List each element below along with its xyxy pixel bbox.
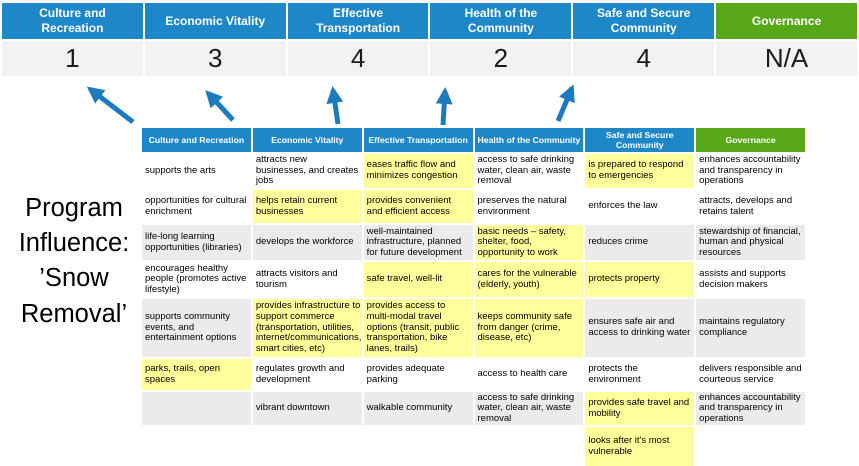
score-arrows bbox=[86, 84, 575, 126]
matrix-header-cell: Governance bbox=[696, 128, 805, 152]
priority-header-cell: Health of the Community bbox=[430, 3, 572, 39]
matrix-cell: enhances accountability and transparency… bbox=[696, 154, 805, 188]
matrix-cell: vibrant downtown bbox=[252, 392, 362, 425]
matrix-cell bbox=[363, 427, 473, 466]
matrix-cell bbox=[142, 427, 251, 466]
matrix-header-cell: Economic Vitality bbox=[252, 128, 362, 152]
matrix-cell: looks after it's most vulnerable bbox=[585, 427, 695, 466]
matrix-cell: provides access to multi-modal travel op… bbox=[363, 299, 473, 357]
matrix-cell: attracts new businesses, and creates job… bbox=[252, 154, 362, 188]
matrix-cell: stewardship of financial, human and phys… bbox=[696, 225, 805, 260]
matrix-header-cell: Culture and Recreation bbox=[142, 128, 251, 152]
matrix-cell: well-maintained infrastructure, planned … bbox=[363, 225, 473, 260]
priority-header-cell: Economic Vitality bbox=[144, 3, 286, 39]
matrix-cell: delivers responsible and courteous servi… bbox=[696, 359, 805, 390]
matrix-cell: ensures safe air and access to drinking … bbox=[585, 299, 695, 357]
up-arrow-icon bbox=[205, 90, 235, 122]
matrix-cell: provides safe travel and mobility bbox=[585, 392, 695, 425]
priority-score-cell: 2 bbox=[430, 41, 572, 76]
matrix-header-cell: Safe and Secure Community bbox=[585, 128, 695, 152]
matrix-cell: helps retain current businesses bbox=[252, 190, 362, 223]
matrix-cell: attracts visitors and tourism bbox=[252, 262, 362, 297]
matrix-cell: supports the arts bbox=[142, 154, 251, 188]
matrix-cell bbox=[252, 427, 362, 466]
matrix-cell: is prepared to respond to emergencies bbox=[585, 154, 695, 188]
up-arrow-icon bbox=[326, 86, 344, 125]
priority-header-cell: Effective Transportation bbox=[287, 3, 429, 39]
matrix-cell: walkable community bbox=[363, 392, 473, 425]
matrix-cell: enforces the law bbox=[585, 190, 695, 223]
matrix-cell: access to health care bbox=[474, 359, 584, 390]
up-arrow-icon bbox=[86, 86, 135, 124]
matrix-cell: encourages healthy people (promotes acti… bbox=[142, 262, 251, 297]
matrix-cell: attracts, develops and retains talent bbox=[696, 190, 805, 223]
priority-header-cell: Safe and Secure Community bbox=[573, 3, 715, 39]
priority-score-cell: 4 bbox=[573, 41, 715, 76]
matrix-cell: provides adequate parking bbox=[363, 359, 473, 390]
matrix-cell bbox=[474, 427, 584, 466]
matrix-cell: assists and supports decision makers bbox=[696, 262, 805, 297]
matrix-cell bbox=[142, 392, 251, 425]
matrix-cell: supports community events, and entertain… bbox=[142, 299, 251, 357]
up-arrow-icon bbox=[555, 84, 575, 122]
influence-matrix: Culture and Recreation Economic Vitality E… bbox=[142, 128, 805, 466]
priority-score-cell: N/A bbox=[716, 41, 857, 76]
priority-score-cell: 3 bbox=[144, 41, 286, 76]
matrix-cell: preserves the natural environment bbox=[474, 190, 584, 223]
matrix-cell: maintains regulatory compliance bbox=[696, 299, 805, 357]
matrix-cell: develops the workforce bbox=[252, 225, 362, 260]
matrix-cell: basic needs – safety, shelter, food, opp… bbox=[474, 225, 584, 260]
matrix-cell: reduces crime bbox=[585, 225, 695, 260]
matrix-cell: parks, trails, open spaces bbox=[142, 359, 251, 390]
matrix-header-cell: Health of the Community bbox=[474, 128, 584, 152]
matrix-cell: opportunities for cultural enrichment bbox=[142, 190, 251, 223]
matrix-cell: life-long learning opportunities (librar… bbox=[142, 225, 251, 260]
matrix-cell: provides infrastructure to support comme… bbox=[252, 299, 362, 357]
matrix-cell: protects the environment bbox=[585, 359, 695, 390]
matrix-header-cell: Effective Transportation bbox=[363, 128, 473, 152]
matrix-cell: protects property bbox=[585, 262, 695, 297]
priority-score-cell: 1 bbox=[2, 41, 143, 76]
matrix-cell: safe travel, well-lit bbox=[363, 262, 473, 297]
priority-banner: Culture and Recreation Economic Vitality E… bbox=[2, 3, 857, 76]
priority-header-cell: Culture and Recreation bbox=[2, 3, 143, 39]
matrix-cell: keeps community safe from danger (crime,… bbox=[474, 299, 584, 357]
priority-header-cell: Governance bbox=[716, 3, 857, 39]
matrix-cell: access to safe drinking water, clean air… bbox=[474, 154, 584, 188]
matrix-cell: provides convenient and efficient access bbox=[363, 190, 473, 223]
priority-score-cell: 4 bbox=[287, 41, 429, 76]
matrix-cell: cares for the vulnerable (elderly, youth… bbox=[474, 262, 584, 297]
matrix-cell bbox=[696, 427, 805, 466]
up-arrow-icon bbox=[435, 87, 453, 126]
matrix-cell: eases traffic flow and minimizes congest… bbox=[363, 154, 473, 188]
matrix-cell: access to safe drinking water, clean air… bbox=[474, 392, 584, 425]
matrix-cell: regulates growth and development bbox=[252, 359, 362, 390]
matrix-cell: enhances accountability and transparency… bbox=[696, 392, 805, 425]
program-influence-title: Program Influence: ’Snow Removal’ bbox=[18, 194, 130, 328]
